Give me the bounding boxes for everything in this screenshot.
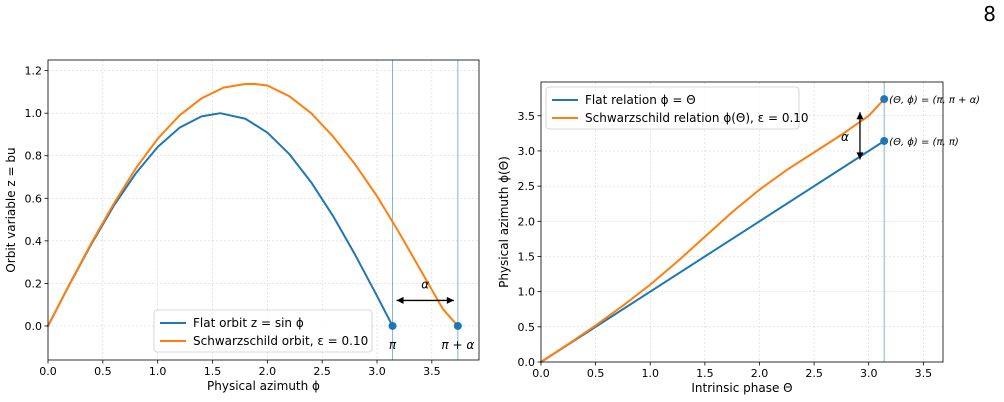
page-number: 8 xyxy=(983,2,996,26)
x-tick-label: 0.0 xyxy=(39,365,57,378)
point-label: π + α xyxy=(441,338,474,352)
arrow-head xyxy=(856,112,864,120)
point-label: π xyxy=(389,338,397,352)
x-tick-label: 0.0 xyxy=(532,367,550,380)
legend-label-0: Flat orbit z = sin ϕ xyxy=(193,316,304,330)
point-label: (Θ, ϕ) = (π, π + α) xyxy=(889,95,980,106)
arrow-head xyxy=(856,152,864,160)
y-tick-label: 1.0 xyxy=(25,107,43,120)
legend-box xyxy=(545,86,800,130)
y-tick-label: 2.0 xyxy=(518,215,536,228)
marker-point xyxy=(388,321,397,330)
y-tick-label: 0.0 xyxy=(25,320,43,333)
x-tick-label: 3.0 xyxy=(860,367,878,380)
y-tick-label: 1.0 xyxy=(518,286,536,299)
axes-frame xyxy=(540,81,944,363)
x-tick-label: 3.0 xyxy=(368,365,386,378)
y-tick-label: 2.5 xyxy=(518,180,536,193)
x-tick-label: 3.5 xyxy=(915,367,933,380)
y-tick-label: 1.5 xyxy=(518,250,536,263)
y-tick-label: 0.5 xyxy=(518,321,536,334)
x-tick-label: 1.5 xyxy=(696,367,714,380)
x-tick-label: 2.0 xyxy=(259,365,277,378)
axes-frame xyxy=(47,59,480,361)
y-tick-label: 0.2 xyxy=(25,277,43,290)
point-label: (Θ, ϕ) = (π, π) xyxy=(889,137,959,148)
x-tick-label: 3.5 xyxy=(423,365,441,378)
y-axis-label: Physical azimuth ϕ(Θ) xyxy=(497,156,511,288)
y-tick-label: 0.8 xyxy=(25,150,43,163)
y-tick-label: 3.5 xyxy=(518,110,536,123)
arrow-head xyxy=(446,296,454,304)
marker-point xyxy=(880,136,889,145)
series-line-1 xyxy=(47,82,459,327)
x-axis-label: Physical azimuth ϕ xyxy=(207,379,320,393)
x-tick-label: 0.5 xyxy=(587,367,605,380)
series-line-1 xyxy=(540,98,886,363)
y-axis-label: Orbit variable z = bu xyxy=(4,147,18,272)
y-tick-label: 1.2 xyxy=(25,65,43,78)
marker-point xyxy=(880,95,889,104)
legend-box xyxy=(153,309,373,353)
alpha-label: α xyxy=(421,277,429,291)
y-tick-label: 0.0 xyxy=(518,356,536,369)
alpha-label: α xyxy=(841,130,849,144)
x-axis-label: Intrinsic phase Θ xyxy=(691,381,792,395)
x-tick-label: 1.0 xyxy=(641,367,659,380)
x-tick-label: 0.5 xyxy=(94,365,112,378)
x-tick-label: 1.0 xyxy=(149,365,167,378)
y-tick-label: 0.6 xyxy=(25,192,43,205)
x-tick-label: 2.0 xyxy=(751,367,769,380)
y-tick-label: 3.0 xyxy=(518,145,536,158)
series-line-0 xyxy=(540,139,886,363)
arrow-head xyxy=(396,296,404,304)
x-tick-label: 2.5 xyxy=(313,365,331,378)
legend-label-1: Schwarzschild relation ϕ(Θ), ε = 0.10 xyxy=(585,111,809,125)
x-tick-label: 1.5 xyxy=(204,365,222,378)
marker-point xyxy=(453,321,462,330)
legend-label-0: Flat relation ϕ = Θ xyxy=(585,93,696,107)
legend-label-1: Schwarzschild orbit, ε = 0.10 xyxy=(193,334,368,348)
x-tick-label: 2.5 xyxy=(805,367,823,380)
y-tick-label: 0.4 xyxy=(25,235,43,248)
